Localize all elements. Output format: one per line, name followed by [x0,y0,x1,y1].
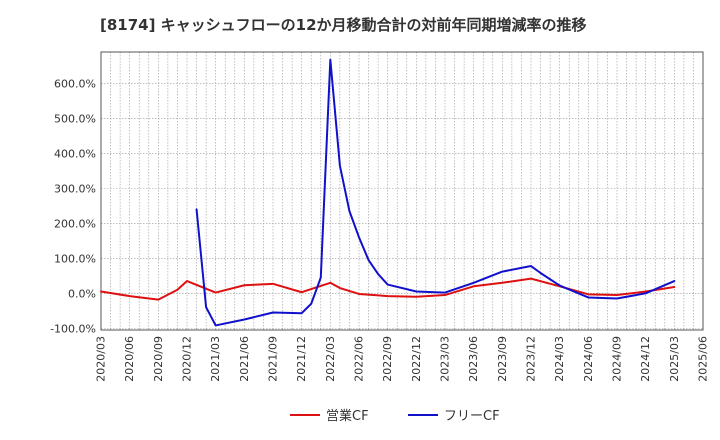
x-tick-label: 2024/12 [639,336,652,382]
x-tick-label: 2022/09 [381,336,394,382]
x-tick-label: 2021/03 [209,336,222,382]
x-tick-label: 2023/03 [439,336,452,382]
legend-label: フリーCF [444,409,500,424]
y-tick-label: 0.0% [68,287,96,300]
y-tick-label: 200.0% [54,217,96,230]
y-tick-label: 500.0% [54,112,96,125]
x-tick-label: 2020/03 [95,336,108,382]
plot-frame [100,51,704,331]
x-tick-label: 2022/03 [324,336,337,382]
x-tick-label: 2020/09 [152,336,165,382]
x-tick-label: 2023/09 [496,336,509,382]
series-layer [100,58,676,327]
x-tick-label: 2025/03 [668,336,681,382]
x-tick-label: 2022/12 [410,336,423,382]
x-axis: 2020/03 2020/06 2020/09 2020/12 2021/03 2021/… [95,336,710,382]
x-tick-label: 2021/09 [267,336,280,382]
series-line [195,58,676,327]
x-tick-label: 2025/06 [697,336,710,382]
x-tick-label: 2024/09 [611,336,624,382]
y-tick-label: -100.0% [50,322,96,335]
y-tick-label: 300.0% [54,182,96,195]
chart-title: [8174] キャッシュフローの12か月移動合計の対前年同期増減率の推移 [100,16,587,34]
x-tick-label: 2023/12 [525,336,538,382]
y-tick-label: 400.0% [54,147,96,160]
y-axis: -100.0% 0.0% 100.0% 200.0% 300.0% 400.0% 500.0… [50,77,96,335]
x-tick-label: 2020/12 [181,336,194,382]
legend: 営業CF フリーCF [290,408,500,424]
x-tick-label: 2020/06 [123,336,136,382]
y-tick-label: 600.0% [54,77,96,90]
legend-label: 営業CF [326,408,369,424]
x-tick-label: 2022/06 [353,336,366,382]
x-tick-label: 2023/06 [467,336,480,382]
x-tick-label: 2024/06 [582,336,595,382]
x-tick-label: 2021/06 [238,336,251,382]
x-tick-label: 2024/03 [553,336,566,382]
x-tick-label: 2021/12 [295,336,308,382]
grid [101,52,703,330]
y-tick-label: 100.0% [54,252,96,265]
